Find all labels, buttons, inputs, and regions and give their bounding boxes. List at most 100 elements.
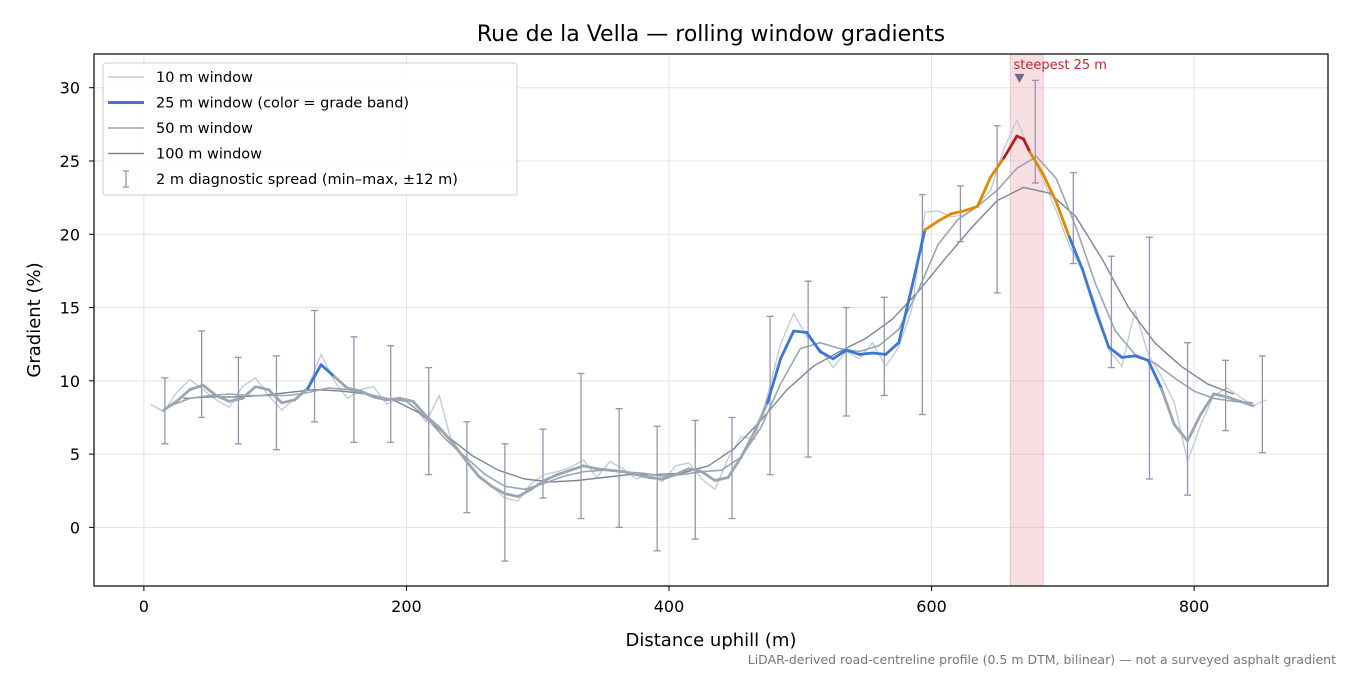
series-25m-segment: [1120, 354, 1137, 359]
series-25m-segment: [175, 388, 192, 403]
series-25m-segment: [818, 350, 835, 361]
diagnostic-error-bar: [1031, 79, 1039, 184]
series-25m-segment: [608, 468, 625, 474]
diagnostic-error-bar: [918, 194, 926, 416]
series-25m-segment: [1173, 423, 1189, 443]
series-25m-segment: [516, 487, 533, 499]
series-25m-segment: [766, 357, 782, 405]
diagnostic-error-bar: [425, 366, 433, 476]
series-25m-segment: [687, 467, 704, 474]
series-25m-segment: [556, 468, 572, 477]
series-25m-segment: [1238, 399, 1255, 408]
series-25m-segment: [345, 386, 362, 393]
series-25m-segment: [976, 175, 993, 208]
series-25m-segment: [424, 414, 441, 430]
series-25m-segment: [910, 228, 927, 289]
y-axis-label: Gradient (%): [24, 262, 45, 377]
series-25m-segment: [293, 386, 310, 402]
series-25m-segment: [805, 331, 822, 353]
diagnostic-error-bar: [842, 306, 850, 417]
series-25m-segment: [267, 388, 284, 405]
series-25m-segment: [477, 474, 494, 488]
y-tick-label: 20: [60, 225, 80, 244]
x-tick-label: 600: [916, 597, 947, 616]
series-25m-segment: [792, 329, 809, 334]
diagnostic-error-bar: [691, 419, 699, 540]
x-tick-label: 0: [139, 597, 149, 616]
series-25m-segment: [188, 383, 205, 392]
series-25m-segment: [214, 394, 231, 403]
series-25m-segment: [240, 385, 257, 400]
series-25m-segment: [569, 464, 586, 472]
series-25m-segment: [884, 341, 901, 356]
series-25m-segment: [700, 470, 717, 482]
series-25m-segment: [752, 401, 769, 434]
diagnostic-error-bar: [539, 428, 547, 499]
diagnostic-error-bar: [728, 416, 736, 520]
diagnostic-error-bar: [272, 355, 280, 451]
steepest-25m-band: [1009, 53, 1044, 587]
series-25m-segment: [871, 351, 887, 356]
diagnostic-error-bar: [1184, 342, 1192, 496]
diagnostic-error-bar: [501, 443, 509, 562]
chart-title: Rue de la Vella — rolling window gradien…: [477, 22, 945, 47]
series-25m-segment: [923, 219, 940, 232]
series-25m-segment: [227, 397, 244, 403]
diagnostic-error-bar: [577, 372, 585, 520]
series-25m-segment: [437, 426, 454, 444]
series-25m-segment: [713, 476, 730, 482]
series-25m-segment: [634, 473, 651, 479]
y-tick-label: 0: [70, 518, 80, 537]
series-25m-segment: [398, 397, 415, 403]
y-tick-label: 25: [60, 152, 80, 171]
series-25m-segment: [372, 395, 389, 402]
series-25m-segment: [936, 212, 953, 223]
x-tick-label: 400: [654, 597, 685, 616]
legend-box: [102, 62, 518, 196]
legend-entry-label: 25 m window (color = grade band): [156, 96, 409, 112]
series-25m-segment: [1067, 235, 1084, 271]
series-25m-segment: [989, 156, 1006, 179]
diagnostic-error-bar: [956, 185, 964, 243]
diagnostic-error-bar: [880, 296, 888, 397]
diagnostic-error-bar: [1145, 236, 1153, 480]
series-25m-segment: [857, 351, 874, 356]
series-25m-segment: [359, 389, 376, 399]
series-line-50-m-window: [169, 155, 1254, 491]
series-25m-segment: [503, 492, 520, 499]
series-25m-segment: [1028, 150, 1045, 176]
series-25m-segment: [621, 470, 638, 477]
series-25m-segment: [726, 455, 743, 479]
legend: 10 m window 25 m window (color = grade ba…: [102, 62, 518, 196]
y-tick-label: 15: [60, 299, 80, 318]
series-25m-segment: [1054, 200, 1071, 239]
y-tick-label: 5: [70, 445, 80, 464]
diagnostic-error-bar: [653, 425, 661, 552]
series-25m-segment: [1022, 137, 1032, 154]
y-tick-label: 30: [60, 79, 80, 98]
steepest-annotation-label: steepest 25 m: [1014, 58, 1107, 73]
series-25m-segment: [411, 399, 428, 418]
diagnostic-error-bar: [387, 344, 395, 444]
steepest-marker-triangle: [1014, 73, 1025, 83]
plot-frame: [93, 53, 1329, 587]
diagnostic-error-bar: [804, 280, 812, 458]
series-25m-segment: [162, 399, 179, 412]
series-25m-segment: [1002, 134, 1019, 160]
series-25m-segment: [464, 458, 481, 478]
series-25m-segment: [1146, 358, 1163, 390]
series-25m-segment: [1212, 392, 1229, 399]
x-axis-label: Distance uphill (m): [626, 630, 797, 651]
series-25m-segment: [949, 209, 966, 216]
series-25m-segment: [1159, 386, 1176, 427]
diagnostic-error-bar: [1258, 355, 1266, 454]
diagnostic-error-bar: [198, 330, 206, 419]
series-25m-segment: [1094, 309, 1111, 349]
series-25m-segment: [1133, 354, 1150, 362]
series-25m-segment: [1041, 172, 1058, 204]
diagnostic-error-bar: [311, 309, 319, 423]
series-25m-segment: [542, 473, 559, 482]
diagnostic-error-bar: [615, 408, 623, 529]
series-25m-segment: [1186, 413, 1203, 443]
